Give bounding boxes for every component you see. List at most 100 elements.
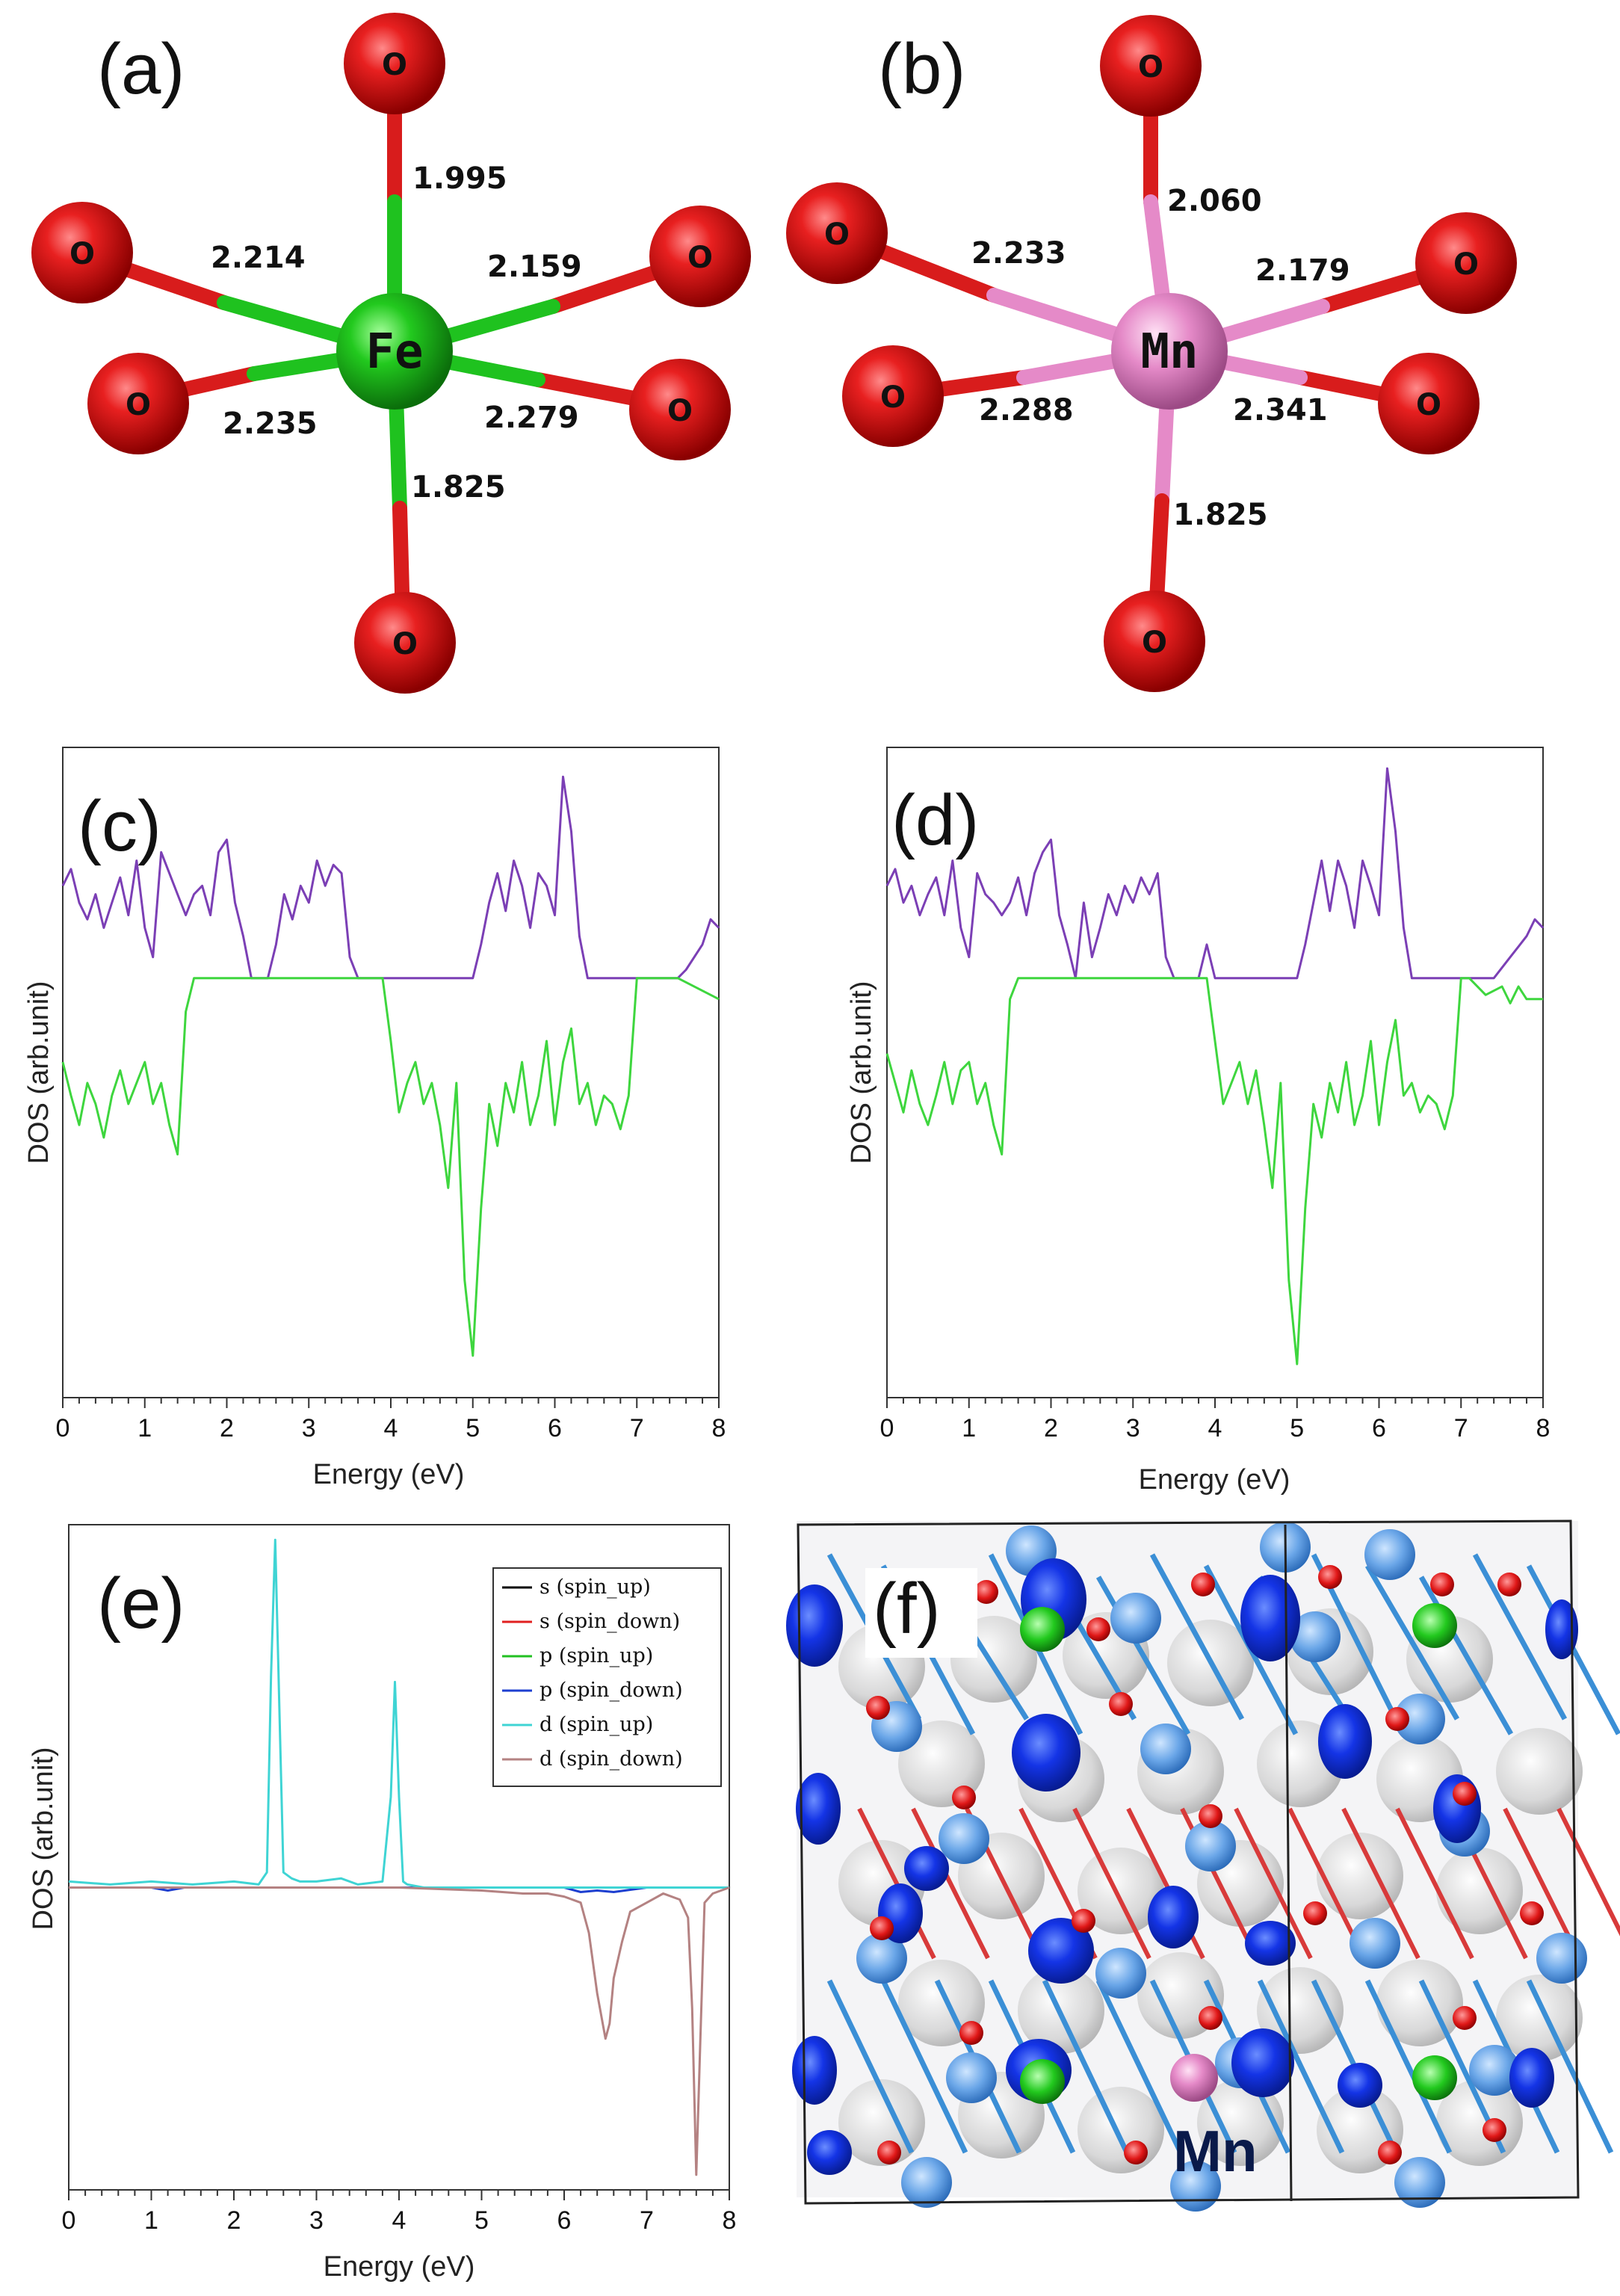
x-tick-label: 8 — [1536, 1414, 1551, 1442]
atom-oxygen — [866, 1696, 890, 1720]
atom-light-blue — [856, 1933, 907, 1984]
panel-b-center-atom: Mn — [1111, 293, 1228, 410]
panel-a-bond-left-upper: 2.214 — [211, 241, 306, 275]
svg-text:O: O — [1453, 247, 1479, 282]
isosurface-blue — [796, 1773, 841, 1845]
x-tick-label: 7 — [630, 1414, 644, 1442]
x-tick-label: 4 — [384, 1414, 398, 1442]
atom-light-blue — [1469, 2045, 1520, 2096]
x-tick-label: 8 — [712, 1414, 726, 1442]
panel-a-oxygen-left-upper: O — [31, 202, 133, 303]
isosurface-blue — [807, 2130, 852, 2175]
atom-oxygen — [1453, 2006, 1477, 2030]
structure-bond — [1341, 1807, 1420, 1960]
structure-bond — [1364, 1979, 1453, 2154]
panel-a-oxygen-left-lower: O — [87, 353, 189, 454]
structure-bond — [1095, 1576, 1191, 1735]
panel-d-xlabel: Energy (eV) — [1139, 1464, 1290, 1496]
panel-d-label: (d) — [891, 780, 979, 860]
atom-light-blue — [1095, 1948, 1146, 1999]
svg-text:O: O — [687, 241, 713, 275]
panel-a-oxygen-right-upper: O — [649, 206, 751, 307]
atom-light-blue — [939, 1813, 989, 1864]
x-tick-label: 7 — [1454, 1414, 1468, 1442]
structure-bond — [911, 1807, 990, 1960]
x-tick-label: 2 — [1044, 1414, 1058, 1442]
legend-box — [492, 1567, 722, 1787]
x-tick-label: 0 — [880, 1414, 894, 1442]
atom-oxygen — [870, 1916, 894, 1940]
atom-oxygen — [1497, 1573, 1521, 1596]
atom-light-blue — [1350, 1918, 1400, 1969]
panel-b-label: (b) — [878, 29, 965, 109]
x-tick-label: 1 — [144, 2206, 158, 2235]
atom-light-blue — [1185, 1821, 1236, 1871]
atom-oxygen — [1072, 1909, 1095, 1933]
svg-text:O: O — [69, 237, 95, 271]
atom-iron — [1412, 2055, 1457, 2100]
series-line-spin-down — [885, 977, 1543, 1365]
x-tick-label: 3 — [1126, 1414, 1140, 1442]
svg-text:O: O — [1416, 388, 1441, 422]
atom-oxygen — [1199, 2006, 1222, 2030]
structure-bond — [1042, 1979, 1130, 2154]
atom-iron — [1412, 1603, 1457, 1648]
panel-b-oxygen-left-lower: O — [842, 345, 944, 447]
isosurface-blue — [1148, 1886, 1199, 1948]
x-tick-label: 1 — [137, 1414, 152, 1442]
panel-b-oxygen-left-upper: O — [786, 182, 888, 284]
x-tick-label: 3 — [309, 2206, 324, 2235]
svg-text:Fe: Fe — [365, 324, 423, 380]
legend-entry: p (spin_down) — [540, 1679, 683, 1702]
atom-oxygen — [1191, 1573, 1215, 1596]
panel-a-bond-left-lower: 2.235 — [223, 407, 318, 441]
isosurface-blue — [1231, 2028, 1294, 2097]
panel-b-bond-left-upper: 2.233 — [971, 236, 1066, 271]
structure-bond — [1526, 1979, 1614, 2154]
atom-oxygen — [959, 2021, 983, 2045]
panel-b-oxygen-bottom: O — [1104, 590, 1205, 692]
atom-oxygen — [1483, 2118, 1506, 2142]
isosurface-blue — [1245, 1921, 1296, 1966]
atom-oxygen — [1453, 1782, 1477, 1806]
atom-light-blue — [1290, 1611, 1341, 1662]
atom-oxygen — [1378, 2141, 1402, 2164]
panel-a-bond-bottom: 1.825 — [411, 470, 506, 504]
panel-a-label: (a) — [97, 29, 185, 109]
series-line-spin-down — [61, 977, 720, 1357]
panel-a-oxygen-bottom: O — [354, 592, 456, 694]
atom-iron — [1020, 2059, 1065, 2104]
svg-text:O: O — [1142, 626, 1167, 660]
panel-b-bond-left-lower: 2.288 — [979, 393, 1074, 428]
atom-oxygen — [1318, 1565, 1342, 1589]
panel-b: (b) O O O O — [786, 15, 1517, 692]
panel-c-plot: 0 1 2 3 4 5 6 7 8 — [56, 775, 726, 1442]
svg-text:O: O — [392, 627, 418, 661]
panel-b-oxygen-right-lower: O — [1378, 353, 1480, 454]
series-line-d-spin-up- — [68, 1538, 729, 1889]
panel-e-plot: 0 1 2 3 4 5 6 7 8 — [62, 1538, 736, 2235]
panel-b-oxygen-top: O — [1100, 15, 1202, 117]
atom-light-blue — [901, 2157, 952, 2208]
isosurface-blue — [904, 1846, 949, 1891]
panel-f: (f) Mn — [786, 1519, 1620, 2212]
svg-text:O: O — [880, 380, 906, 415]
panel-b-bond-top: 2.060 — [1167, 184, 1262, 218]
panel-f-label-box — [865, 1568, 977, 1658]
panel-f-structure — [786, 1522, 1620, 2212]
panel-e-xlabel: Energy (eV) — [324, 2251, 475, 2283]
x-tick-label: 0 — [62, 2206, 76, 2235]
structure-bond — [1503, 1807, 1582, 1960]
structure-bond — [1556, 1807, 1620, 1937]
legend-entry: d (spin_up) — [540, 1713, 653, 1736]
panel-c: 0 1 2 3 4 5 6 7 8 (c) Energy (eV) DOS (arb.unit) — [23, 747, 726, 1490]
legend-entry: p (spin_up) — [540, 1644, 653, 1667]
isosurface-grey — [1376, 1960, 1463, 2046]
x-tick-label: 4 — [392, 2206, 406, 2235]
panel-f-mn-annotation: Mn — [1173, 2118, 1258, 2184]
legend-entry: s (spin_up) — [540, 1576, 651, 1599]
panel-b-bond-right-upper: 2.179 — [1255, 253, 1350, 288]
isosurface-grey — [1257, 1967, 1344, 2054]
x-tick-label: 3 — [302, 1414, 316, 1442]
